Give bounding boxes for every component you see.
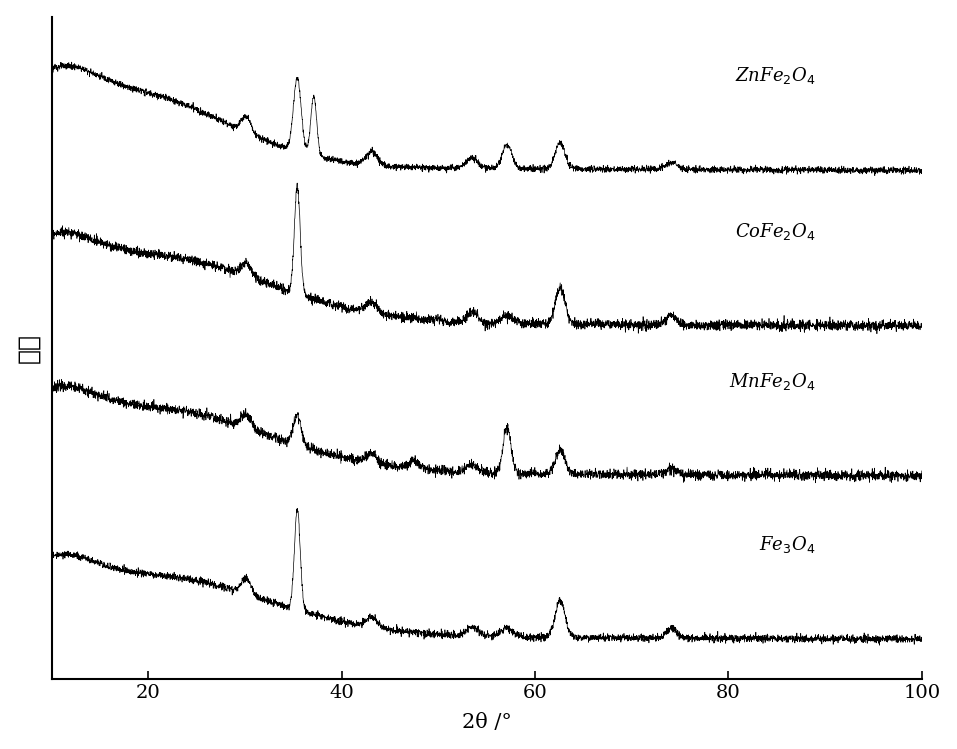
Text: Fe$_3$O$_4$: Fe$_3$O$_4$ <box>759 534 815 555</box>
X-axis label: 2θ /°: 2θ /° <box>462 713 512 733</box>
Text: ZnFe$_2$O$_4$: ZnFe$_2$O$_4$ <box>735 65 815 86</box>
Y-axis label: 强度: 强度 <box>16 333 40 363</box>
Text: MnFe$_2$O$_4$: MnFe$_2$O$_4$ <box>729 371 815 392</box>
Text: CoFe$_2$O$_4$: CoFe$_2$O$_4$ <box>735 221 815 242</box>
